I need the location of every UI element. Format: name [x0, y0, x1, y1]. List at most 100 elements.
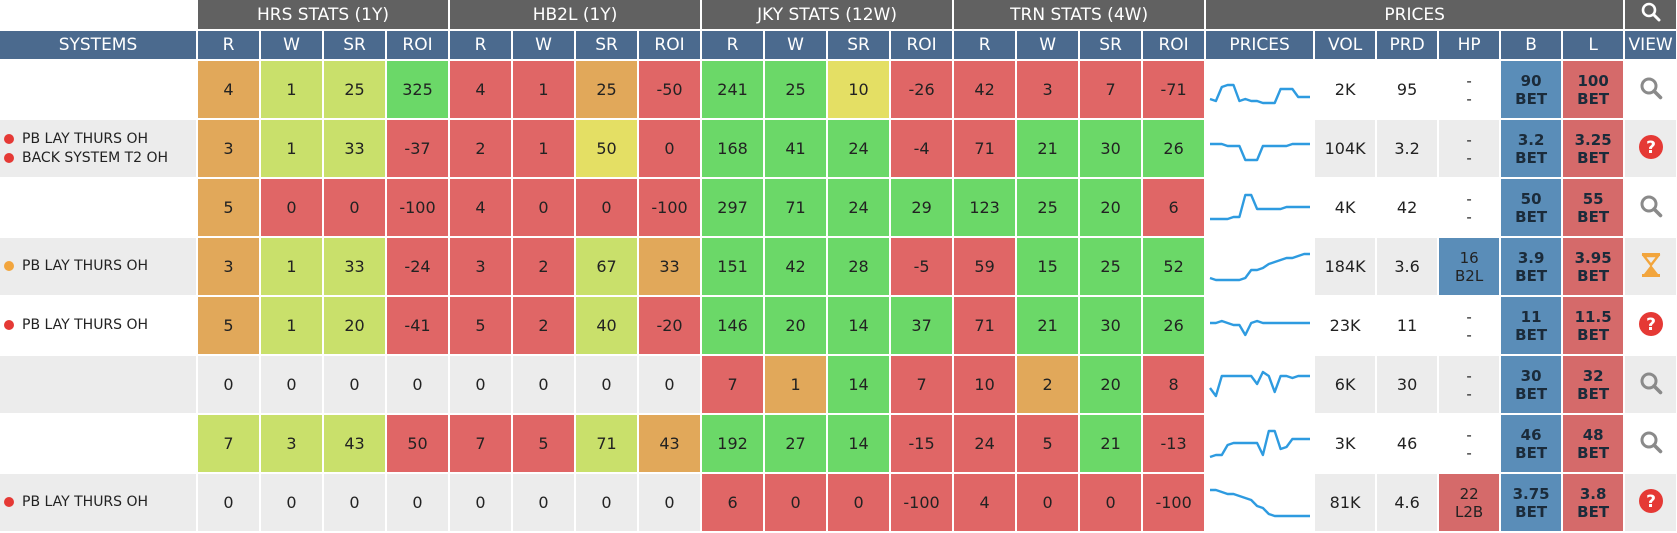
status-dot: [4, 261, 14, 271]
view-button[interactable]: [1625, 415, 1677, 474]
lay-bet-button[interactable]: 55 BET: [1563, 179, 1626, 238]
back-bet-label: BET: [1515, 207, 1548, 226]
stat-hb2l-sr: 0: [576, 356, 639, 415]
back-bet-button[interactable]: 3.2 BET: [1501, 120, 1564, 179]
stat-trn-w: 21: [1017, 120, 1081, 179]
stat-hrs-sr: 20: [324, 297, 387, 356]
col-header-b[interactable]: B: [1501, 29, 1564, 61]
col-header-trn-sr[interactable]: SR: [1080, 29, 1144, 61]
col-header-trn-w[interactable]: W: [1017, 29, 1081, 61]
search-icon: [1641, 2, 1661, 22]
view-button[interactable]: [1625, 356, 1677, 415]
stat-jky-sr: 0: [828, 474, 892, 533]
back-bet-label: BET: [1515, 89, 1548, 108]
table-row[interactable]: 0 0 0 0 0 0 0 0 7 1 14 7 10 2 20 8 6K 30- -30 BET 32 BET: [0, 356, 1677, 415]
col-header-trn-roi[interactable]: ROI: [1143, 29, 1207, 61]
system-entry[interactable]: PB LAY THURS OH: [4, 316, 196, 335]
col-header-prices[interactable]: PRICES: [1206, 29, 1316, 61]
systems-cell: PB LAY THURS OH BACK SYSTEM T2 OH: [0, 120, 198, 179]
volume-cell: 6K: [1315, 356, 1378, 415]
view-button[interactable]: [1625, 238, 1677, 297]
col-header-hrs-w[interactable]: W: [261, 29, 324, 61]
col-header-trn-r[interactable]: R: [954, 29, 1018, 61]
back-bet-label: BET: [1515, 502, 1548, 521]
system-entry[interactable]: BACK SYSTEM T2 OH: [4, 149, 196, 168]
hp-cell[interactable]: --: [1439, 415, 1502, 474]
col-header-view[interactable]: VIEW: [1625, 29, 1677, 61]
table-row[interactable]: PB LAY THURS OH 0 0 0 0 0 0 0 0 6 0 0 -100 4 0 0 -100 81K…: [0, 474, 1677, 533]
lay-bet-button[interactable]: 32 BET: [1563, 356, 1626, 415]
col-header-hp[interactable]: HP: [1439, 29, 1502, 61]
back-bet-button[interactable]: 50 BET: [1501, 179, 1564, 238]
hp-cell[interactable]: --: [1439, 297, 1502, 356]
back-bet-button[interactable]: 3.9 BET: [1501, 238, 1564, 297]
system-entry[interactable]: PB LAY THURS OH: [4, 130, 196, 149]
lay-bet-button[interactable]: 48 BET: [1563, 415, 1626, 474]
stat-jky-w: 25: [765, 61, 829, 120]
lay-bet-button[interactable]: 3.95 BET: [1563, 238, 1626, 297]
back-bet-button[interactable]: 3.75 BET: [1501, 474, 1564, 533]
col-header-hb2l-r[interactable]: R: [450, 29, 513, 61]
lay-bet-button[interactable]: 3.25 BET: [1563, 120, 1626, 179]
systems-cell: [0, 61, 198, 120]
lay-price: 3.95: [1574, 248, 1612, 267]
stat-hrs-roi: -24: [387, 238, 450, 297]
view-button[interactable]: [1625, 179, 1677, 238]
status-dot: [4, 320, 14, 330]
table-row[interactable]: PB LAY THURS OH 5 1 20 -41 5 2 40 -20 146 20 14 37 71…: [0, 297, 1677, 356]
stat-trn-roi: -71: [1143, 61, 1207, 120]
col-header-jky-r[interactable]: R: [702, 29, 766, 61]
systems-cell: [0, 415, 198, 474]
col-header-hrs-roi[interactable]: ROI: [387, 29, 450, 61]
system-entry[interactable]: PB LAY THURS OH: [4, 257, 196, 276]
col-header-hrs-r[interactable]: R: [198, 29, 261, 61]
col-header-hb2l-sr[interactable]: SR: [576, 29, 639, 61]
col-header-jky-w[interactable]: W: [765, 29, 829, 61]
back-price: 3.2: [1517, 130, 1545, 149]
col-header-hb2l-w[interactable]: W: [513, 29, 576, 61]
volume-cell: 2K: [1315, 61, 1378, 120]
view-button[interactable]: ?: [1625, 120, 1677, 179]
back-bet-label: BET: [1515, 443, 1548, 462]
lay-bet-button[interactable]: 11.5 BET: [1563, 297, 1626, 356]
table-row[interactable]: PB LAY THURS OH BACK SYSTEM T2 OH 3 1 33 -37 2…: [0, 120, 1677, 179]
price-sparkline: [1206, 179, 1316, 238]
hp-cell[interactable]: --: [1439, 61, 1502, 120]
lay-bet-label: BET: [1577, 148, 1610, 167]
view-button[interactable]: [1625, 61, 1677, 120]
stat-trn-w: 2: [1017, 356, 1081, 415]
lay-bet-button[interactable]: 100 BET: [1563, 61, 1626, 120]
system-entry[interactable]: PB LAY THURS OH: [4, 493, 196, 512]
hp-cell[interactable]: --: [1439, 120, 1502, 179]
back-bet-button[interactable]: 30 BET: [1501, 356, 1564, 415]
table-row[interactable]: 7 3 43 50 7 5 71 43 192 27 14 -15 24 5 21 -13 3K 46- -46 BE…: [0, 415, 1677, 474]
view-button[interactable]: ?: [1625, 297, 1677, 356]
lay-bet-button[interactable]: 3.8 BET: [1563, 474, 1626, 533]
hp-cell[interactable]: --: [1439, 356, 1502, 415]
hp-cell[interactable]: 22 L2B: [1439, 474, 1502, 533]
prd-cell: 3.6: [1377, 238, 1440, 297]
view-button[interactable]: ?: [1625, 474, 1677, 533]
col-header-vol[interactable]: VOL: [1315, 29, 1378, 61]
stat-hrs-r: 0: [198, 356, 261, 415]
col-header-prd[interactable]: PRD: [1377, 29, 1440, 61]
col-header-l[interactable]: L: [1563, 29, 1626, 61]
stat-hb2l-r: 7: [450, 415, 513, 474]
table-row[interactable]: 5 0 0 -100 4 0 0 -100 297 71 24 29 123 25 20 6 4K 42- -50 B…: [0, 179, 1677, 238]
stat-hrs-sr: 25: [324, 61, 387, 120]
hp-cell[interactable]: --: [1439, 179, 1502, 238]
col-header-systems[interactable]: SYSTEMS: [0, 29, 198, 61]
col-header-hb2l-roi[interactable]: ROI: [639, 29, 703, 61]
sparkline-chart: [1208, 370, 1310, 397]
stat-jky-r: 6: [702, 474, 766, 533]
back-bet-button[interactable]: 11 BET: [1501, 297, 1564, 356]
back-bet-button[interactable]: 90 BET: [1501, 61, 1564, 120]
table-row[interactable]: 4 1 25 325 4 1 25 -50 241 25 10 -26 42 3 7 -71 2K 95- -90 B…: [0, 61, 1677, 120]
table-row[interactable]: PB LAY THURS OH 3 1 33 -24 3 2 67 33 151 42 28 -5 59 1…: [0, 238, 1677, 297]
header-search-button[interactable]: [1625, 0, 1677, 29]
back-bet-button[interactable]: 46 BET: [1501, 415, 1564, 474]
col-header-jky-roi[interactable]: ROI: [891, 29, 955, 61]
col-header-hrs-sr[interactable]: SR: [324, 29, 387, 61]
col-header-jky-sr[interactable]: SR: [828, 29, 892, 61]
hp-cell[interactable]: 16 B2L: [1439, 238, 1502, 297]
